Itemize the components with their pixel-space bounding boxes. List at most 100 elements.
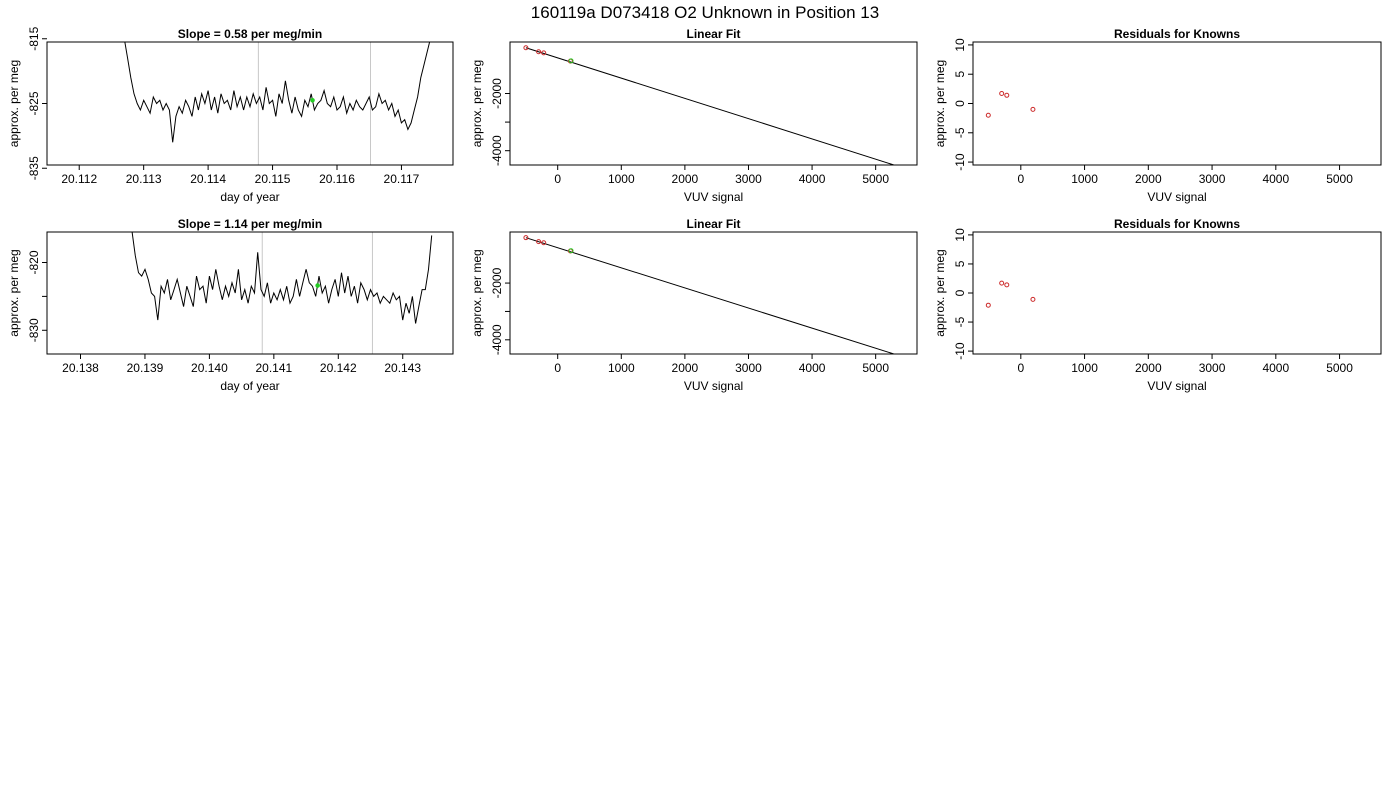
residual-point: [985, 112, 991, 118]
y-axis-label: approx. per meg: [933, 60, 947, 147]
unknown-point: [310, 97, 315, 103]
panel-row1-residuals: Residuals for Knowns 0 1000 2000 3000 4000 500…: [933, 27, 1382, 204]
fit-line: [525, 47, 896, 165]
x-tick-label: 2000: [1135, 172, 1162, 186]
x-axis-label: VUV signal: [1147, 190, 1206, 204]
panel-title: Residuals for Knowns: [1114, 27, 1240, 41]
y-tick-label: -2000: [490, 78, 504, 109]
x-tick-label: 20.112: [61, 172, 97, 186]
x-tick-label: 20.139: [127, 361, 164, 375]
x-tick-label: 5000: [1326, 172, 1353, 186]
x-axis-label: VUV signal: [684, 379, 743, 393]
y-tick-label: -2000: [490, 267, 504, 298]
y-tick-label: -830: [27, 318, 41, 342]
y-tick-label: -815: [27, 26, 41, 50]
x-tick-label: 4000: [1262, 361, 1289, 375]
residual-point: [1004, 92, 1010, 98]
x-tick-label: 20.143: [384, 361, 421, 375]
y-tick-label: -4000: [490, 324, 504, 355]
panel-title: Slope = 0.58 per meg/min: [178, 27, 322, 41]
plot-frame: [509, 231, 918, 355]
series-line: [131, 232, 433, 324]
fit-line: [525, 237, 896, 354]
plot-area: [131, 232, 433, 324]
x-tick-label: 1000: [608, 172, 635, 186]
x-tick-label: 2000: [1135, 361, 1162, 375]
x-tick-label: 4000: [799, 172, 826, 186]
x-tick-label: 1000: [1071, 361, 1098, 375]
x-tick-label: 3000: [1199, 172, 1226, 186]
plot-frame: [46, 231, 454, 355]
y-tick-label: -10: [953, 153, 967, 171]
y-tick-label: 10: [953, 228, 967, 242]
plot-area: [523, 235, 896, 354]
y-tick-label: -10: [953, 342, 967, 360]
x-tick-label: 20.138: [62, 361, 99, 375]
y-tick-label: -825: [27, 91, 41, 115]
known-point: [541, 240, 547, 246]
y-axis-label: approx. per meg: [933, 249, 947, 336]
unknown-point: [568, 248, 574, 254]
panel-title: Slope = 1.14 per meg/min: [178, 217, 322, 231]
known-point: [541, 50, 547, 56]
plot-area: [124, 42, 431, 143]
known-point: [523, 235, 529, 241]
x-tick-label: 5000: [862, 361, 889, 375]
y-tick-label: 0: [953, 100, 967, 107]
known-point: [523, 45, 529, 51]
x-tick-label: 20.116: [319, 172, 355, 186]
x-axis-label: VUV signal: [684, 190, 743, 204]
x-tick-label: 20.140: [191, 361, 228, 375]
y-tick-label: -835: [27, 156, 41, 180]
panels: Slope = 0.58 per meg/min 20.112 20.113 20.1…: [7, 26, 1382, 393]
y-tick-label: -4000: [490, 135, 504, 166]
panel-title: Residuals for Knowns: [1114, 217, 1240, 231]
x-tick-label: 1000: [1071, 172, 1098, 186]
x-tick-label: 3000: [735, 172, 762, 186]
y-tick-label: -5: [953, 127, 967, 138]
x-tick-label: 20.113: [126, 172, 162, 186]
panel-title: Linear Fit: [686, 217, 740, 231]
y-axis-label: approx. per meg: [470, 60, 484, 147]
plot-area: [523, 45, 896, 165]
x-tick-label: 20.117: [384, 172, 420, 186]
x-tick-label: 3000: [1199, 361, 1226, 375]
plot-frame: [509, 41, 918, 166]
y-tick-label: -5: [953, 316, 967, 327]
x-tick-label: 2000: [672, 172, 699, 186]
y-tick-label: -820: [27, 250, 41, 274]
y-tick-label: 5: [953, 260, 967, 267]
panel-row2-linearfit: Linear Fit 0 1000 2000 3000 4000 5000 -2000 -400…: [470, 217, 918, 393]
unknown-point: [568, 58, 574, 64]
x-axis-label: VUV signal: [1147, 379, 1206, 393]
residual-point: [1004, 282, 1010, 288]
y-tick-label: 5: [953, 71, 967, 78]
known-point: [536, 239, 542, 245]
unknown-point: [315, 283, 320, 288]
residual-point: [999, 280, 1005, 286]
x-axis-label: day of year: [220, 379, 279, 393]
residual-point: [985, 302, 991, 308]
x-tick-label: 5000: [862, 172, 889, 186]
x-tick-label: 1000: [608, 361, 635, 375]
x-tick-label: 0: [554, 361, 561, 375]
residual-point: [1030, 296, 1036, 302]
panel-row2-residuals: Residuals for Knowns 0 1000 2000 3000 4000 500…: [933, 217, 1382, 393]
y-tick-label: 0: [953, 289, 967, 296]
x-tick-label: 2000: [672, 361, 699, 375]
x-tick-label: 20.141: [255, 361, 292, 375]
panel-row1-timeseries: Slope = 0.58 per meg/min 20.112 20.113 20.1…: [7, 26, 454, 204]
x-tick-label: 3000: [735, 361, 762, 375]
x-tick-label: 5000: [1326, 361, 1353, 375]
x-axis-label: day of year: [220, 190, 279, 204]
plot-area: [985, 91, 1036, 118]
y-axis-label: approx. per meg: [470, 249, 484, 336]
series-line: [124, 42, 431, 143]
y-tick-label: 10: [953, 38, 967, 52]
known-point: [536, 49, 542, 55]
x-tick-label: 20.115: [255, 172, 291, 186]
x-tick-label: 20.114: [190, 172, 226, 186]
y-axis-label: approx. per meg: [7, 60, 21, 147]
